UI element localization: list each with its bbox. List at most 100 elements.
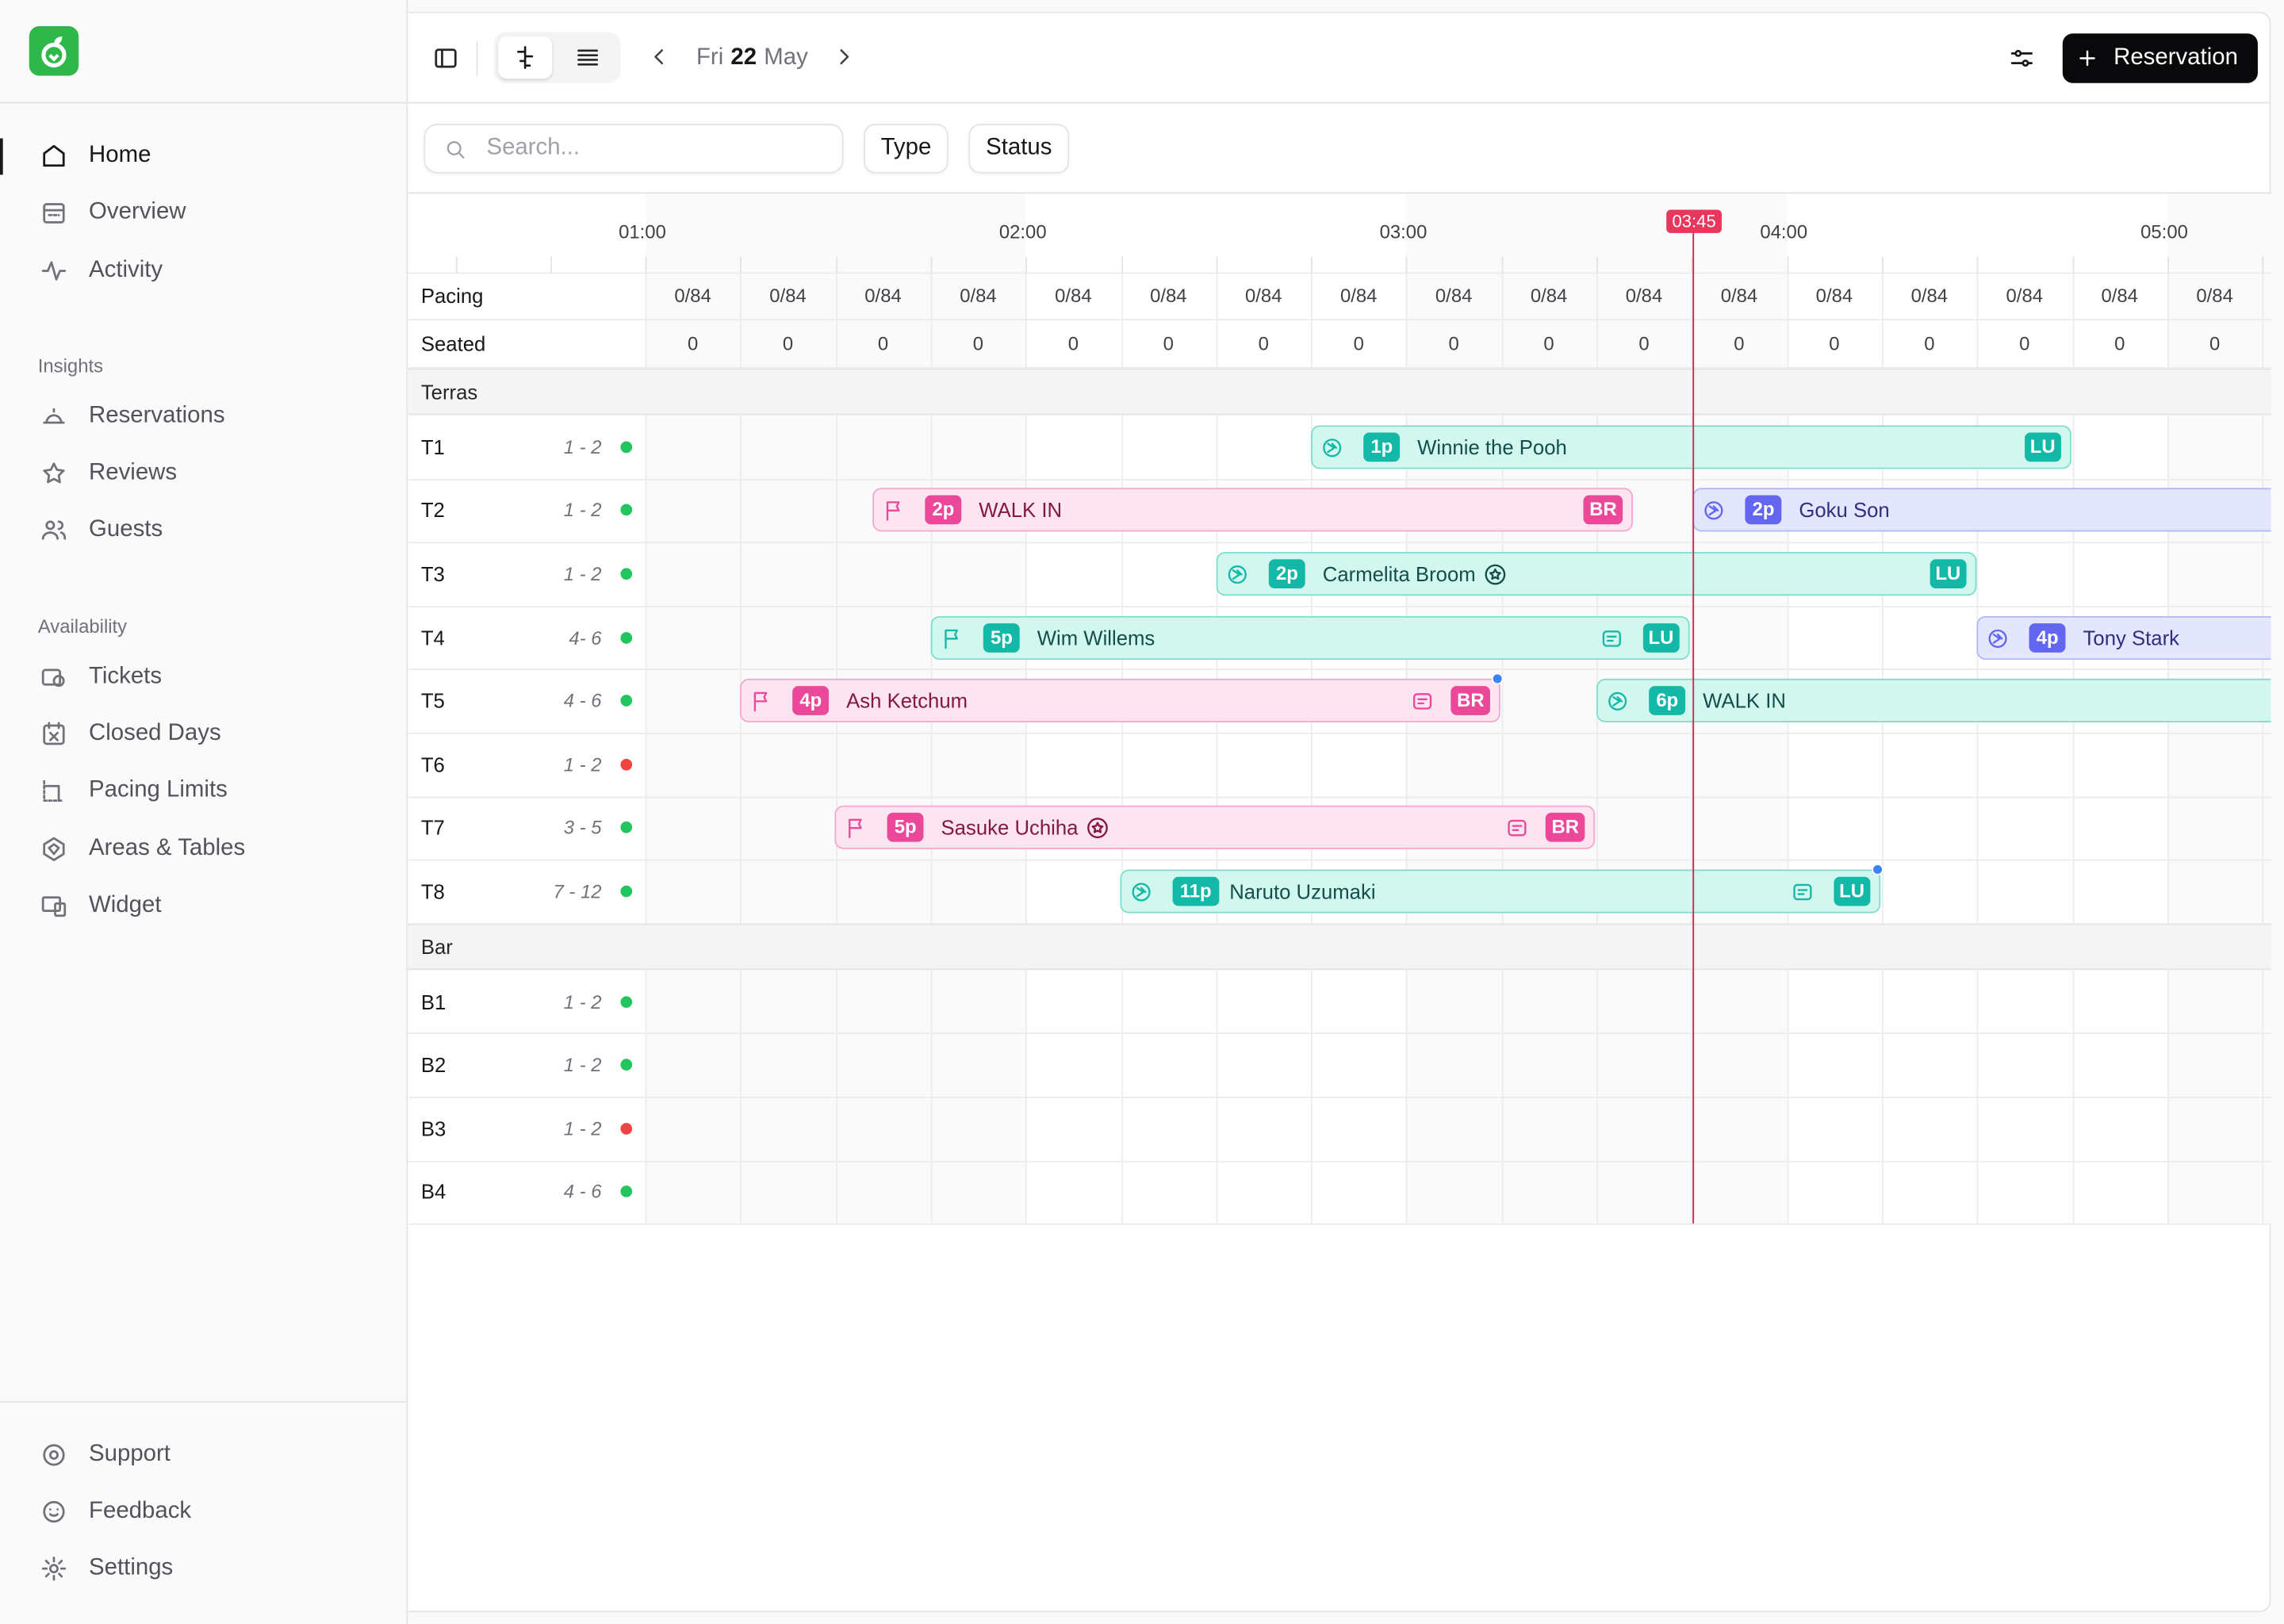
reservation[interactable]: 1p Winnie the Pooh LU: [1311, 424, 2071, 469]
nav-item[interactable]: Reservations: [89, 403, 225, 428]
nav-item[interactable]: Tickets: [89, 664, 163, 689]
guest-name: Carmelita Broom: [1322, 561, 1476, 586]
guest-name: WALK IN: [979, 498, 1063, 523]
nav-item[interactable]: Overview: [89, 200, 186, 225]
reservation[interactable]: 5p Wim Willems LU: [930, 615, 1690, 660]
reservation[interactable]: 2p Goku Son: [1692, 488, 2271, 533]
view-list[interactable]: [561, 36, 615, 79]
pacing-value: 0/84: [769, 285, 807, 307]
table-name[interactable]: B3: [420, 1116, 446, 1140]
nav-item[interactable]: Support: [89, 1442, 171, 1467]
status-dot: [620, 1059, 633, 1071]
table-name[interactable]: T2: [420, 498, 445, 523]
flag-icon: [886, 501, 900, 522]
reservation[interactable]: 2p WALK IN BR: [872, 488, 1633, 533]
reservation[interactable]: 6p WALK IN: [1596, 679, 2271, 723]
status-dot: [620, 822, 633, 834]
nav-item[interactable]: Activity: [89, 257, 163, 282]
pacing-value: 0/84: [1435, 285, 1473, 307]
time-tick: [1691, 256, 1693, 273]
table-name[interactable]: T8: [420, 879, 445, 903]
table-name[interactable]: T4: [420, 626, 445, 649]
time-tick: [835, 256, 837, 273]
table-name[interactable]: T7: [420, 816, 445, 840]
grid-column-line: [740, 272, 742, 1224]
grid-row-line: [408, 1097, 2271, 1098]
table-capacity: 7 - 12: [553, 880, 602, 902]
nav-item[interactable]: Areas & Tables: [89, 835, 246, 860]
reservation[interactable]: 4p Tony Stark: [1976, 615, 2271, 660]
table-name[interactable]: B1: [420, 990, 446, 1013]
seated-icon: [1228, 565, 1247, 584]
service-tag: BR: [1546, 813, 1585, 843]
note-icon: [1412, 693, 1432, 710]
grid-column-line: [835, 272, 837, 1224]
service-tag: LU: [1833, 876, 1871, 906]
nav-item[interactable]: Guests: [89, 517, 163, 542]
grid-column-line: [1501, 272, 1503, 1224]
guest-name: Wim Willems: [1037, 626, 1155, 649]
status-dot: [620, 631, 633, 644]
time-tick: [2262, 256, 2264, 273]
nav-item[interactable]: Home: [89, 143, 151, 168]
logo[interactable]: [29, 26, 79, 76]
nav-item[interactable]: Closed Days: [89, 721, 221, 746]
search-box[interactable]: Search...: [423, 124, 844, 174]
nav-item[interactable]: Widget: [89, 892, 162, 917]
date-label[interactable]: Fri 22 May: [696, 45, 808, 71]
guest-name: Ash Ketchum: [846, 689, 968, 713]
table-name[interactable]: B4: [420, 1180, 446, 1204]
reservation[interactable]: 4p Ash Ketchum BR: [740, 679, 1500, 723]
areas-icon: [43, 836, 65, 861]
filter-button[interactable]: Type: [864, 124, 948, 174]
panel-toggle[interactable]: [431, 44, 461, 73]
date-weekday: Fri: [696, 44, 724, 71]
time-tick: [455, 256, 458, 273]
filter-button[interactable]: Status: [968, 124, 1070, 174]
nav-item[interactable]: Reviews: [89, 460, 178, 485]
settings-filter[interactable]: [2007, 44, 2037, 73]
toolbar-separator: [476, 40, 478, 76]
seated-value: 0: [972, 332, 984, 355]
seated-value: 0: [1067, 332, 1079, 355]
reservation[interactable]: 11p Naruto Uzumaki LU: [1120, 869, 1881, 914]
pacing-value: 0/84: [1055, 285, 1092, 307]
guest-name: Winnie the Pooh: [1417, 435, 1567, 459]
next-day[interactable]: [830, 44, 860, 73]
search-placeholder: Search...: [486, 135, 581, 161]
nav-item[interactable]: Settings: [89, 1556, 174, 1581]
home-icon: [43, 144, 65, 167]
table-name[interactable]: T5: [420, 689, 445, 713]
table-capacity: 1 - 2: [563, 435, 602, 458]
nav-item[interactable]: Feedback: [89, 1499, 192, 1524]
nav-item[interactable]: Pacing Limits: [89, 778, 228, 803]
table-name[interactable]: B2: [420, 1053, 446, 1077]
now-label: 03:45: [1666, 209, 1723, 233]
view-timeline[interactable]: [498, 36, 553, 79]
table-name[interactable]: T3: [420, 561, 445, 586]
area-header: [408, 923, 2271, 970]
grid-column-line: [1691, 272, 1693, 1224]
grid-column-line: [1976, 272, 1979, 1224]
reservation[interactable]: 5p Sasuke Uchiha BR: [834, 806, 1596, 850]
prev-day[interactable]: [647, 44, 676, 73]
pacing-value: 0/84: [1339, 285, 1378, 307]
table-name[interactable]: T6: [420, 753, 445, 776]
reservation[interactable]: 2p Carmelita Broom LU: [1216, 552, 1977, 596]
seated-value: 0: [1543, 332, 1554, 355]
grid-row-line: [408, 319, 2271, 321]
seated-icon: [1323, 438, 1342, 458]
pacing-value: 0/84: [2196, 285, 2233, 307]
activity-icon: [41, 260, 67, 280]
pacing-value: 0/84: [1720, 285, 1758, 307]
time-tick: [1786, 256, 1788, 273]
party-size: 5p: [983, 622, 1021, 653]
table-name[interactable]: T1: [420, 435, 445, 459]
grid-row-line: [408, 366, 2271, 369]
new-reservation-button[interactable]: Reservation: [2062, 33, 2258, 83]
hour-label: 01:00: [619, 220, 666, 243]
table-capacity: 1 - 2: [563, 499, 602, 522]
gear-icon: [41, 1557, 67, 1582]
grid-row-line: [408, 1032, 2271, 1035]
time-tick: [1406, 256, 1408, 273]
